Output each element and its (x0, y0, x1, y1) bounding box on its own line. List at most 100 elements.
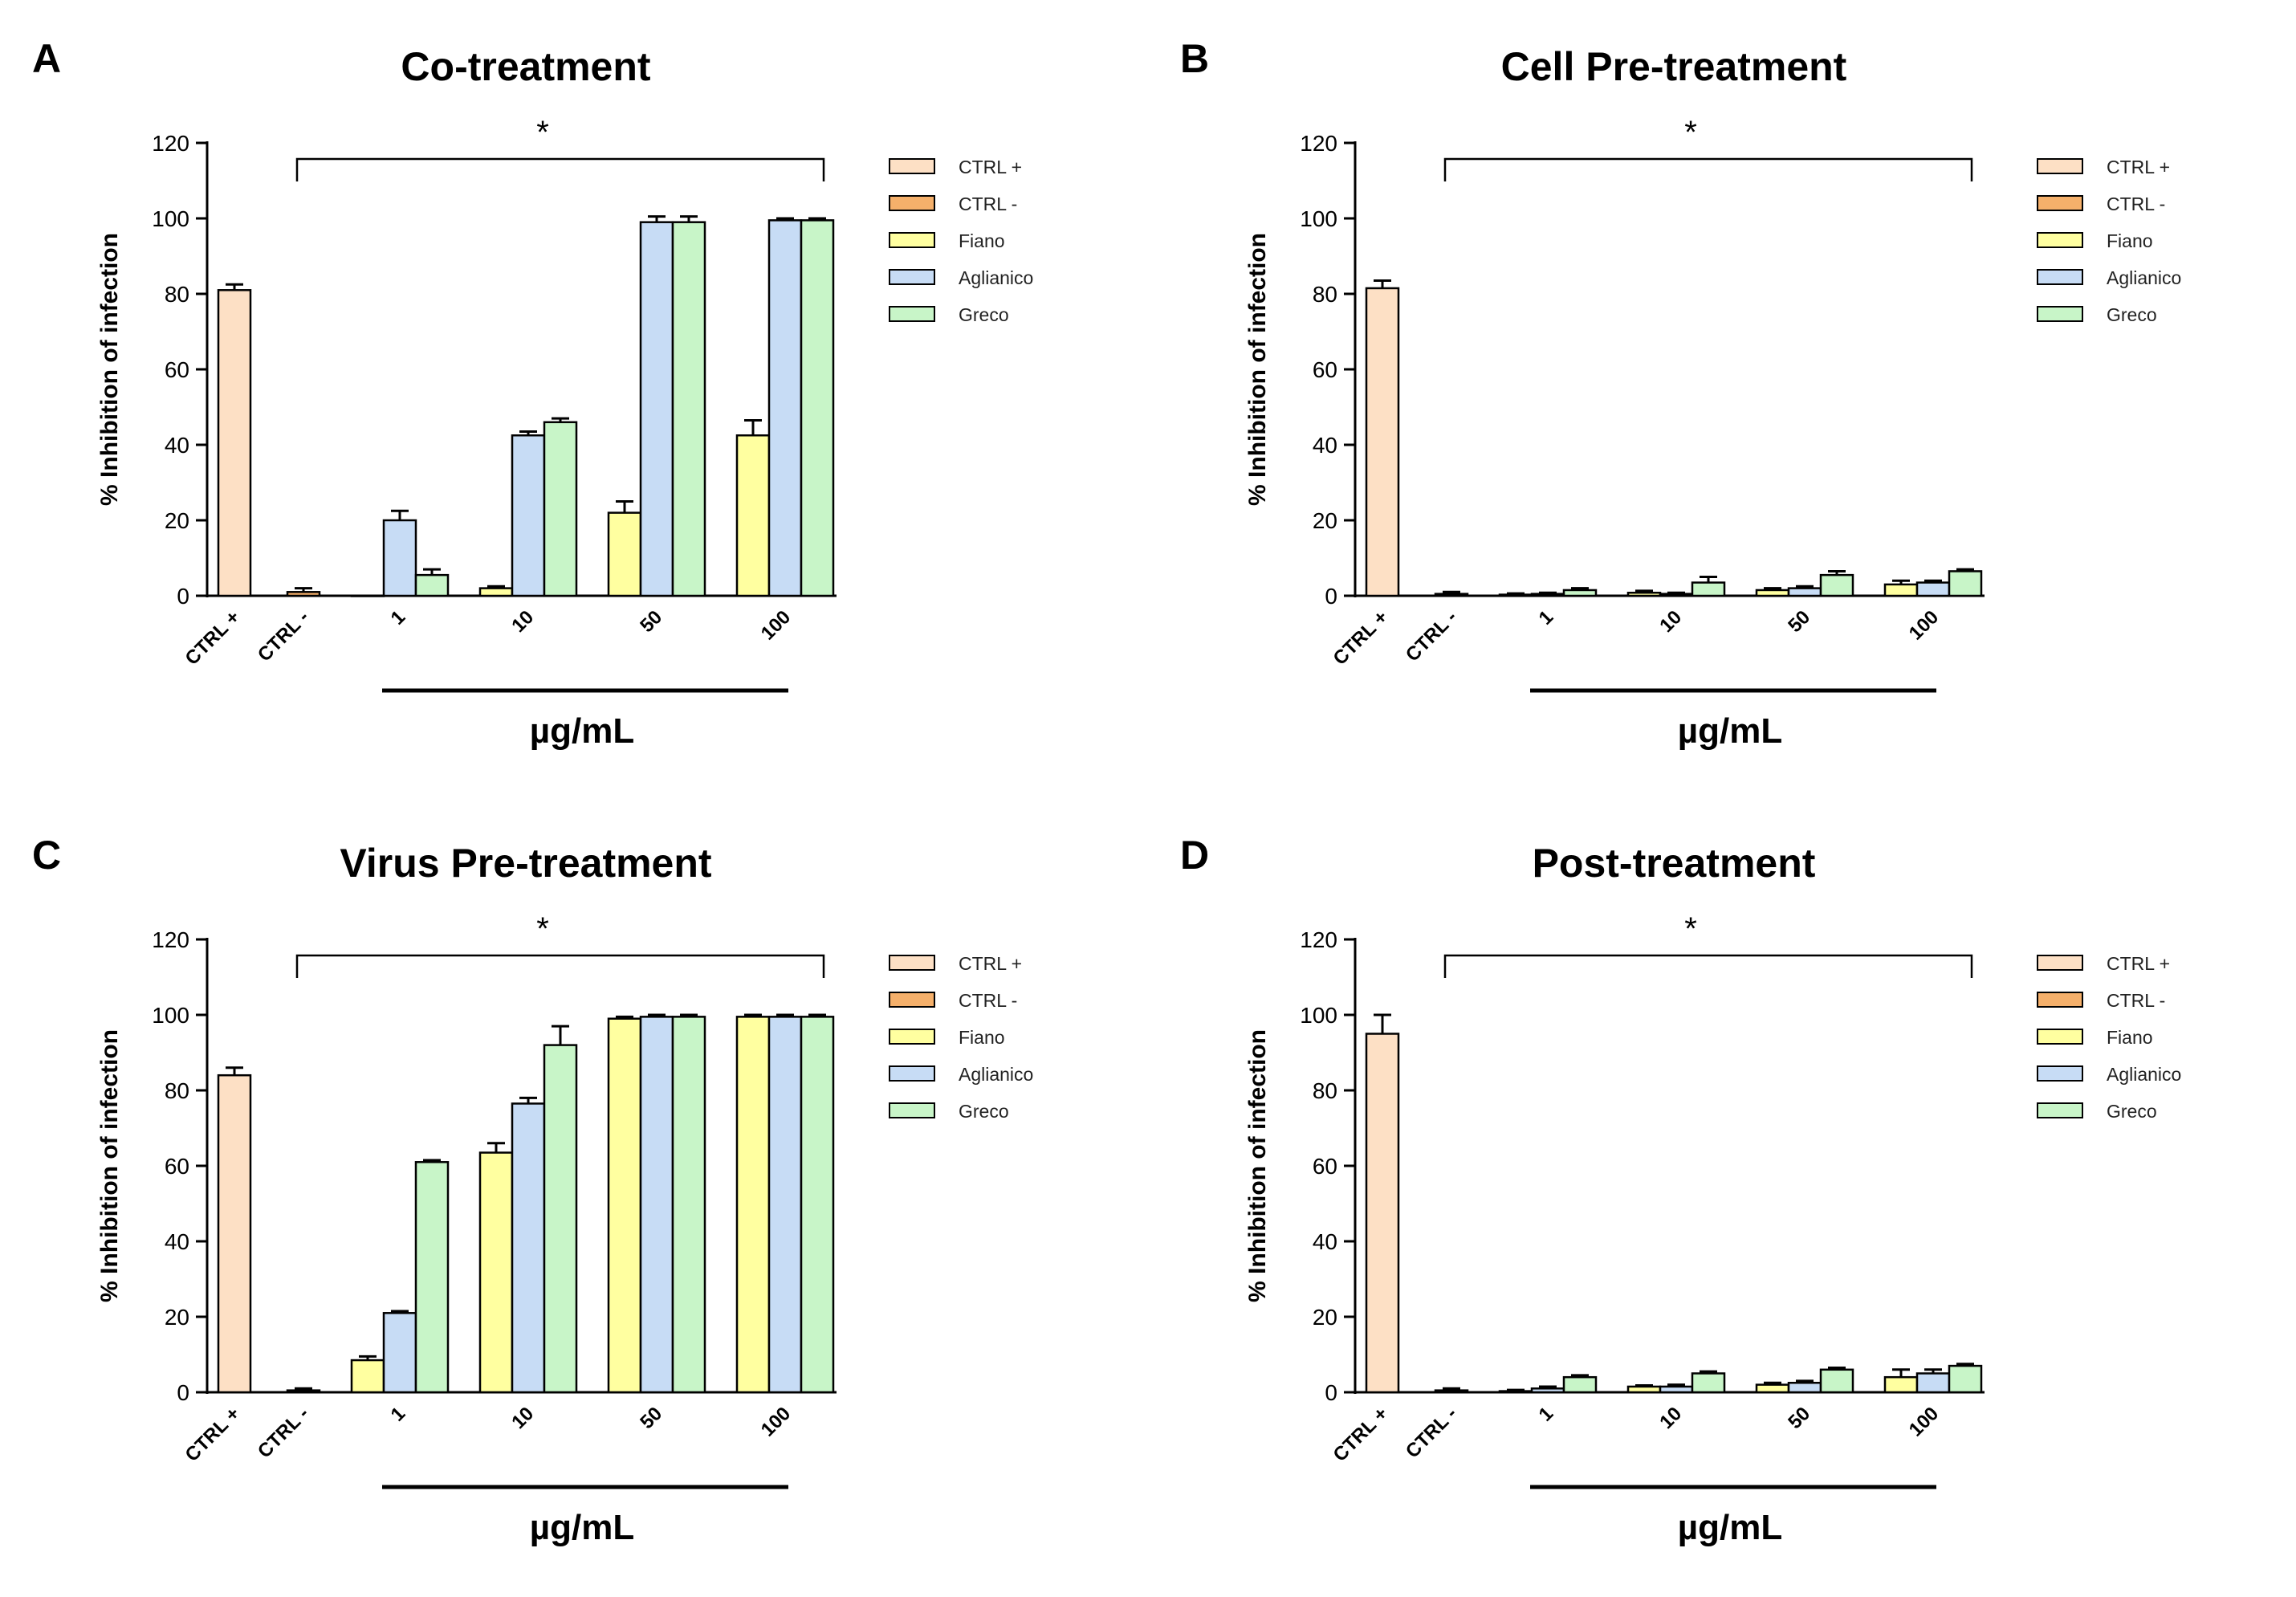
y-tick-label: 40 (165, 433, 189, 458)
chart-title: Cell Pre-treatment (1501, 44, 1847, 89)
legend-label-ctrl: CTRL + (2107, 157, 2170, 177)
bar-aglianico-100 (1915, 581, 1951, 597)
y-tick-label: 60 (1313, 357, 1337, 382)
legend-swatch-ctrl (2037, 195, 2083, 211)
bar-fiano-100 (1883, 1375, 1919, 1394)
bar-aglianico-10 (1659, 1385, 1694, 1394)
legend-label-ctrl: CTRL + (959, 157, 1022, 177)
y-axis-label: % Inhibition of infection (96, 1029, 123, 1302)
legend-swatch-ctrl (889, 955, 935, 971)
bar-aglianico-10 (511, 434, 546, 597)
bar-fiano-10 (1626, 1385, 1662, 1394)
y-tick-label: 20 (165, 1305, 189, 1330)
unit-label: µg/mL (530, 1508, 634, 1547)
bar-aglianico-100 (1915, 1372, 1951, 1394)
y-tick-label: 60 (1313, 1154, 1337, 1179)
y-axis-label: % Inhibition of infection (96, 233, 123, 506)
legend-swatch-fiano (2037, 232, 2083, 248)
bar-fiano-10 (478, 587, 514, 597)
bar-greco-10 (543, 421, 578, 597)
x-tick-label: 100 (1905, 1403, 1943, 1440)
y-tick-label: 80 (165, 282, 189, 307)
legend-swatch-greco (889, 306, 935, 322)
y-tick-label: 80 (1313, 1078, 1337, 1103)
bar-fiano-10 (478, 1151, 514, 1394)
legend-label-fiano: Fiano (959, 1027, 1005, 1048)
y-axis-label: % Inhibition of infection (1244, 233, 1271, 506)
legend-swatch-fiano (2037, 1029, 2083, 1045)
bar-greco-1 (414, 1161, 450, 1394)
y-tick-label: 40 (1313, 1229, 1337, 1254)
x-tick-label: 1 (1535, 1403, 1558, 1426)
legend-swatch-aglianico (2037, 269, 2083, 285)
legend-swatch-aglianico (2037, 1065, 2083, 1082)
legend-label-ctrl: CTRL - (959, 990, 1017, 1011)
bar-fiano-1 (1498, 593, 1533, 597)
y-tick-label: 20 (165, 508, 189, 533)
legend-swatch-greco (2037, 1102, 2083, 1118)
legend-swatch-aglianico (889, 1065, 935, 1082)
x-tick-label: CTRL + (181, 606, 245, 670)
legend-label-greco: Greco (2107, 1101, 2157, 1122)
x-tick-label: 1 (387, 606, 410, 629)
panel-letter: C (32, 833, 61, 878)
y-tick-label: 80 (1313, 282, 1337, 307)
y-tick-label: 40 (1313, 433, 1337, 458)
panel-b: B Cell Pre-treatment % Inhibition of infec… (1148, 0, 2296, 796)
bar-ctrl (1434, 1389, 1469, 1394)
y-axis-label: % Inhibition of infection (1244, 1029, 1271, 1302)
bar-ctrl (1365, 1033, 1400, 1394)
bar-aglianico-1 (382, 519, 417, 597)
legend-label-ctrl: CTRL - (2107, 990, 2165, 1011)
chart-svg-d: D Post-treatment % Inhibition of infection… (1180, 833, 2181, 1547)
x-tick-label: 100 (757, 606, 795, 644)
y-tick-label: 0 (177, 1380, 189, 1405)
bar-ctrl (1434, 593, 1469, 597)
panel-letter: A (32, 36, 61, 81)
x-tick-label: 100 (1905, 606, 1943, 644)
bar-aglianico-50 (1787, 1382, 1822, 1394)
x-tick-label: CTRL + (1329, 606, 1393, 670)
bar-aglianico-100 (767, 1016, 803, 1394)
x-tick-label: 10 (507, 606, 538, 637)
bar-fiano-100 (735, 1016, 771, 1394)
x-tick-label: 1 (1535, 606, 1558, 629)
bar-aglianico-50 (1787, 587, 1822, 597)
bar-ctrl (217, 289, 252, 597)
bar-fiano-50 (607, 511, 642, 597)
bar-greco-100 (800, 219, 835, 597)
y-tick-label: 120 (1300, 927, 1337, 952)
bar-aglianico-10 (1659, 593, 1694, 597)
legend-label-aglianico: Aglianico (2107, 1064, 2181, 1085)
bar-greco-100 (800, 1016, 835, 1394)
y-tick-label: 0 (1325, 584, 1337, 609)
x-tick-label: 50 (636, 1403, 666, 1433)
legend-label-fiano: Fiano (959, 230, 1005, 251)
bar-fiano-1 (350, 1359, 385, 1394)
x-tick-label: CTRL + (181, 1403, 245, 1466)
legend-label-fiano: Fiano (2107, 1027, 2153, 1048)
bar-ctrl (217, 1073, 252, 1394)
legend-swatch-ctrl (889, 195, 935, 211)
y-tick-label: 120 (152, 131, 189, 156)
bar-ctrl (286, 1389, 321, 1394)
legend-swatch-fiano (889, 1029, 935, 1045)
unit-label: µg/mL (530, 711, 634, 751)
legend-swatch-aglianico (889, 269, 935, 285)
y-tick-label: 20 (1313, 1305, 1337, 1330)
legend-label-greco: Greco (2107, 304, 2157, 325)
legend-label-ctrl: CTRL - (959, 194, 1017, 214)
significance-bracket (1443, 157, 1973, 181)
legend-swatch-ctrl (2037, 992, 2083, 1008)
panel-d: D Post-treatment % Inhibition of infection… (1148, 796, 2296, 1593)
y-tick-label: 20 (1313, 508, 1337, 533)
bar-greco-1 (414, 573, 450, 597)
y-tick-label: 120 (152, 927, 189, 952)
x-tick-label: CTRL - (1402, 1403, 1461, 1462)
x-tick-label: CTRL - (254, 1403, 313, 1462)
bar-aglianico-1 (1530, 593, 1565, 597)
bar-fiano-50 (1755, 1383, 1790, 1394)
y-tick-label: 100 (152, 206, 189, 231)
bar-greco-1 (1562, 1375, 1598, 1394)
y-tick-label: 100 (1300, 206, 1337, 231)
